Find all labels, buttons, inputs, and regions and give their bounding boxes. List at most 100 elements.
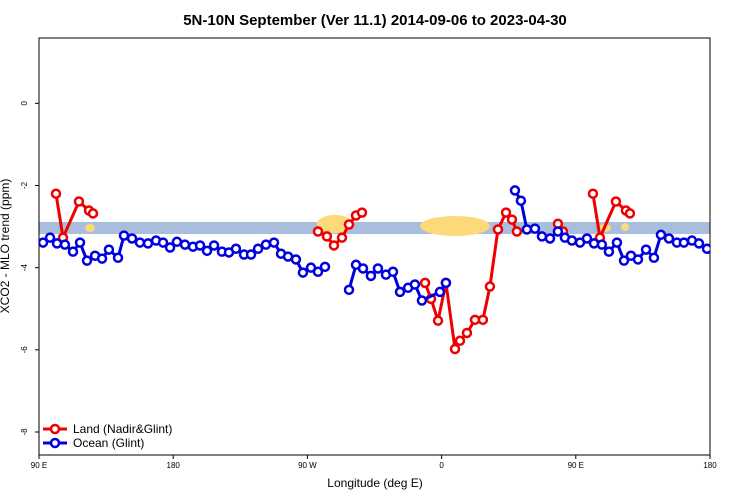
point — [290, 254, 302, 265]
point — [515, 195, 527, 206]
point — [511, 226, 523, 237]
point — [506, 214, 518, 225]
point — [39, 237, 49, 248]
point — [179, 239, 191, 250]
point — [74, 237, 86, 248]
point — [632, 254, 644, 265]
point — [112, 252, 124, 264]
point — [484, 281, 496, 292]
point — [409, 279, 421, 290]
point — [73, 196, 85, 207]
y-tick-label: -2 — [20, 181, 29, 189]
point — [529, 223, 541, 234]
legend-label: Land (Nadir&Glint) — [73, 422, 172, 436]
x-tick-label: 90 W — [298, 461, 317, 470]
point — [536, 231, 548, 242]
point — [648, 252, 660, 264]
point — [492, 224, 504, 235]
y-axis-label: XCO2 - MLO trend (ppm) — [0, 179, 12, 314]
point — [603, 246, 615, 257]
y-tick-label: -4 — [20, 264, 29, 272]
point — [103, 244, 115, 255]
point — [372, 263, 384, 274]
point — [596, 239, 608, 250]
point — [134, 237, 146, 248]
point — [312, 226, 324, 237]
point — [230, 243, 242, 255]
point — [245, 249, 257, 260]
point — [566, 235, 578, 246]
point — [328, 240, 340, 251]
x-tick-label: 90 E — [568, 461, 584, 470]
x-tick-label: 90 E — [31, 461, 47, 470]
point — [268, 237, 280, 248]
legend-label: Ocean (Glint) — [73, 436, 144, 450]
x-tick-label: 180 — [703, 461, 717, 470]
point — [477, 314, 489, 326]
point — [544, 233, 556, 244]
point — [454, 335, 466, 347]
point — [416, 295, 428, 306]
point — [387, 266, 399, 278]
point — [87, 208, 99, 219]
point — [461, 327, 473, 339]
point — [640, 244, 652, 255]
point — [440, 277, 452, 289]
point — [357, 263, 369, 274]
legend-marker — [49, 437, 61, 449]
y-tick-label: 0 — [20, 101, 29, 106]
map-strip — [39, 215, 710, 236]
point — [701, 243, 710, 255]
point — [356, 207, 368, 218]
point — [581, 233, 593, 244]
point — [321, 231, 333, 242]
point — [693, 238, 705, 249]
y-tick-label: -8 — [20, 428, 29, 436]
point — [96, 253, 108, 264]
land-patches — [85, 215, 629, 236]
point — [142, 238, 154, 249]
point — [394, 286, 406, 298]
point — [50, 188, 62, 199]
point — [611, 237, 623, 248]
point — [343, 284, 355, 296]
point — [59, 239, 71, 250]
point — [171, 236, 183, 248]
point — [500, 207, 512, 218]
point — [618, 255, 630, 266]
point — [365, 270, 377, 282]
point — [678, 237, 690, 248]
series — [39, 185, 710, 306]
chart-title: 5N-10N September (Ver 11.1) 2014-09-06 t… — [183, 12, 567, 29]
point — [208, 240, 220, 251]
point — [521, 224, 533, 235]
point — [419, 277, 431, 289]
point — [164, 242, 176, 253]
point — [297, 267, 309, 278]
point — [509, 185, 521, 196]
x-tick-label: 0 — [439, 461, 444, 470]
point — [67, 246, 79, 257]
point — [252, 243, 264, 255]
series — [50, 188, 636, 355]
point — [624, 208, 636, 219]
point — [336, 232, 348, 243]
legend-marker — [49, 423, 61, 435]
point — [126, 233, 138, 244]
point — [81, 255, 93, 266]
ocean-strip — [39, 222, 710, 234]
x-tick-label: 180 — [167, 461, 181, 470]
x-axis-label: Longitude (deg E) — [327, 476, 422, 490]
point — [655, 229, 667, 241]
point — [552, 226, 564, 237]
point — [319, 261, 331, 273]
point — [343, 219, 355, 230]
point — [587, 188, 599, 199]
point — [663, 233, 675, 244]
point — [194, 240, 206, 251]
point — [432, 315, 444, 326]
point — [44, 232, 56, 243]
point — [260, 239, 272, 250]
point — [434, 286, 446, 298]
